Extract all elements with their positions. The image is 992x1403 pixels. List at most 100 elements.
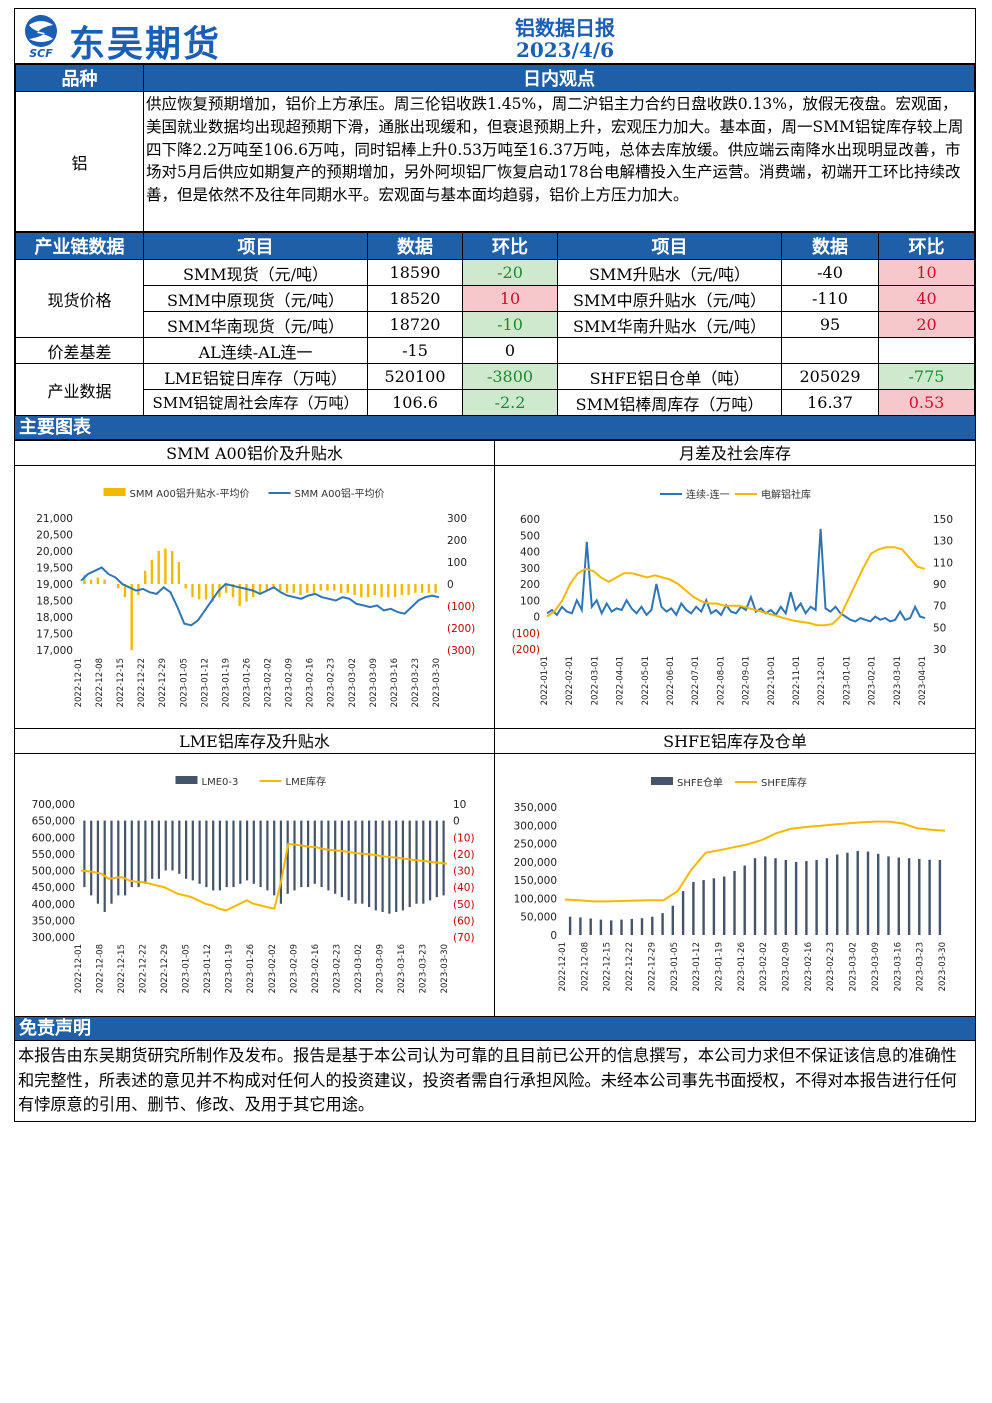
axis-tick-label: 2023-03-01 (893, 656, 903, 705)
lme-spread-bar (408, 820, 411, 907)
axis-tick-label: 200 (447, 535, 467, 547)
item-cell: SMM华南升贴水（元/吨） (557, 311, 782, 338)
premium-bar (89, 579, 93, 584)
value-cell: 520100 (367, 363, 463, 390)
item-cell: LME铝锭日库存（万吨） (143, 363, 368, 390)
axis-tick-label: 150,000 (514, 875, 557, 887)
lme-spread-bar (266, 820, 269, 891)
legend-swatch (103, 488, 126, 496)
premium-bar (387, 584, 390, 598)
premium-bar (414, 584, 417, 593)
lme-spread-bar (157, 820, 160, 879)
axis-tick-label: 17,500 (36, 629, 73, 641)
axis-tick-label: 19,000 (36, 579, 73, 591)
lme-spread-bar (307, 820, 310, 888)
change-cell: 40 (878, 285, 975, 312)
lme-spread-bar (374, 820, 377, 911)
axis-tick-label: 50,000 (520, 912, 557, 924)
axis-tick-label: 130 (933, 536, 953, 548)
premium-bar (272, 584, 275, 589)
axis-tick-label: (100) (447, 601, 475, 613)
lme-spread-bar (218, 820, 221, 891)
axis-tick-label: (200) (512, 644, 540, 656)
premium-bar (333, 584, 336, 591)
value-cell: 106.6 (367, 389, 463, 416)
warrant-bar (733, 871, 736, 935)
axis-tick-label: 100 (520, 595, 540, 607)
axis-tick-label: 2022-12-01 (817, 656, 827, 705)
premium-bar (83, 575, 86, 584)
lme-spread-bar (246, 820, 249, 881)
warrant-bar (805, 861, 808, 935)
axis-tick-label: 2022-12-29 (647, 942, 657, 991)
axis-tick-label: 19,500 (36, 563, 73, 575)
premium-bar (238, 584, 241, 606)
axis-tick-label: 2023-02-23 (332, 944, 342, 993)
axis-tick-label: 2023-02-09 (289, 944, 299, 993)
axis-tick-label: 2023-02-09 (782, 942, 792, 991)
logo-icon: SCF (25, 15, 57, 59)
table-row: 产业数据 LME铝锭日库存（万吨） 520100 -3800 SHFE铝日仓单（… (15, 363, 975, 416)
change-cell (878, 337, 975, 364)
legend-swatch (651, 777, 673, 785)
warrant-bar (651, 916, 654, 935)
axis-tick-label: 20,500 (36, 530, 73, 542)
axis-tick-label: (70) (453, 932, 475, 944)
axis-tick-label: 2022-12-01 (558, 942, 568, 991)
warrant-bar (928, 859, 931, 935)
lme-spread-bar (212, 820, 215, 891)
axis-tick-label: 2022-12-22 (139, 944, 149, 993)
premium-bar (366, 584, 370, 598)
premium-bar (285, 584, 289, 593)
premium-bar (130, 584, 133, 650)
warrant-bar (774, 858, 777, 935)
change-cell: 0 (462, 337, 558, 364)
lme-spread-bar (137, 820, 140, 888)
warrant-bar (938, 860, 942, 935)
item-cell: SMM中原升贴水（元/吨） (557, 285, 782, 312)
axis-tick-label: 300,000 (32, 932, 75, 944)
premium-bar (326, 584, 329, 591)
chart-title: LME铝库存及升贴水 (15, 729, 494, 754)
axis-tick-label: 2023-02-23 (327, 658, 337, 707)
value-cell: -110 (781, 285, 879, 312)
lme-spread-bar (151, 820, 154, 879)
premium-bar (393, 584, 397, 598)
report-title: 铝数据日报 (515, 16, 615, 40)
chart-shfe-inventory: SHFE仓单 SHFE库存 350,000 300,000 250,000 200,000… (514, 776, 948, 991)
axis-tick-label: 2022-12-08 (95, 658, 105, 707)
premium-bar (299, 584, 302, 595)
table-row: 价差基差 AL连续-AL连一 -15 0 (15, 337, 975, 364)
table-row: SMM华南现货（元/吨） 18720 -10 SMM华南升贴水（元/吨） 95 … (16, 311, 975, 338)
svg-text:SCF: SCF (29, 47, 53, 59)
legend-label: SMM A00铝-平均价 (295, 488, 385, 500)
warrant-bar (877, 853, 880, 935)
axis-tick-label: 2022-10-01 (767, 656, 777, 705)
premium-bar (211, 584, 214, 602)
premium-bar (123, 584, 127, 598)
lme-spread-bar (117, 820, 120, 896)
axis-tick-label: 2022-12-22 (137, 658, 147, 707)
warrant-bar (866, 851, 870, 935)
lme-spread-bar (164, 820, 167, 871)
premium-bar (427, 584, 431, 593)
item-header: 项目 (143, 232, 368, 260)
change-header: 环比 (878, 232, 975, 260)
axis-tick-label: 2022-04-01 (616, 656, 626, 705)
axis-tick-label: 200 (520, 579, 540, 591)
chart-title: SMM A00铝价及升贴水 (15, 441, 494, 466)
group-industry: 产业数据 (15, 363, 144, 416)
premium-bar (231, 584, 235, 598)
lme-spread-bar (279, 820, 282, 904)
premium-bar (225, 584, 228, 593)
axis-tick-label: 2023-03-23 (418, 944, 428, 993)
axis-tick-label: 150 (933, 514, 953, 526)
axis-tick-label: 2023-03-30 (938, 942, 948, 991)
item-cell: SMM中原现货（元/吨） (143, 285, 368, 312)
premium-bar (157, 551, 160, 584)
legend-label: SHFE仓单 (677, 776, 723, 789)
warrant-bar (579, 917, 582, 935)
axis-tick-label: 2022-12-15 (603, 942, 613, 991)
lme-spread-bar (313, 820, 316, 884)
item-cell: SMM铝锭周社会库存（万吨） (143, 389, 368, 416)
